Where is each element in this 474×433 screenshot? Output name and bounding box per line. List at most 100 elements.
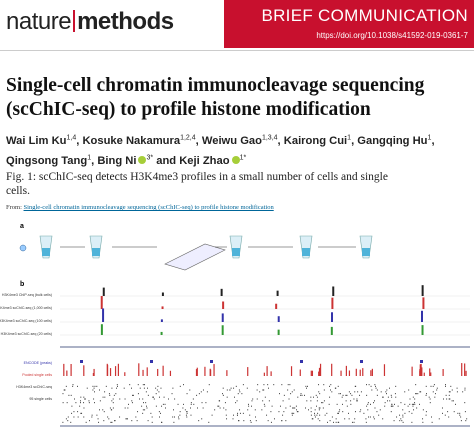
journal-left: nature (6, 8, 72, 35)
single-cell-read (466, 418, 468, 420)
single-cell-read (136, 420, 138, 422)
single-cell-read (158, 396, 160, 398)
single-cell-read (142, 398, 144, 400)
single-cell-read (137, 384, 139, 386)
single-cell-read (420, 391, 422, 393)
single-cell-read (379, 409, 381, 411)
single-cell-read (94, 391, 95, 393)
pooled-peak (299, 369, 301, 376)
single-cell-read (323, 384, 325, 386)
author-separator: , (351, 134, 355, 147)
single-cell-read (159, 416, 160, 418)
single-cell-read (404, 403, 406, 405)
pooled-peak (196, 367, 198, 376)
single-cell-read (142, 409, 144, 411)
single-cell-read (346, 394, 348, 396)
single-cell-read (132, 394, 134, 396)
single-cell-read (262, 400, 264, 402)
single-cell-read (226, 418, 228, 420)
pooled-peak (362, 368, 364, 376)
single-cell-read (63, 389, 65, 391)
single-cell-read (264, 396, 266, 398)
single-cell-read (386, 389, 388, 391)
single-cell-read (460, 420, 462, 422)
single-cell-read (173, 416, 175, 418)
single-cell-read (395, 385, 397, 387)
author: Wai Lim Ku1,4, (6, 134, 79, 147)
single-cell-read (83, 396, 85, 398)
single-cell-read (99, 400, 101, 402)
single-cell-read (367, 409, 369, 411)
single-cell-read (239, 409, 241, 411)
single-cell-read (373, 402, 375, 404)
pooled-peak (311, 370, 314, 376)
pooled-peak (66, 370, 68, 376)
single-cell-read (296, 411, 298, 413)
single-cell-read (182, 407, 184, 409)
single-cell-read (318, 407, 320, 409)
single-cell-read (281, 384, 283, 386)
single-cell-read (449, 391, 451, 393)
single-cell-read (306, 400, 308, 402)
tube-liquid (42, 248, 50, 256)
single-cell-read (70, 421, 72, 423)
single-cell-read (65, 385, 67, 387)
single-cell-read (350, 400, 352, 402)
single-cell-read (151, 416, 153, 418)
single-cell-read (294, 407, 296, 409)
single-cell-read (146, 407, 148, 409)
single-cell-read (282, 414, 284, 416)
single-cell-read (183, 403, 184, 405)
single-cell-read (285, 420, 287, 422)
track-peak (277, 316, 280, 322)
single-cell-read (279, 405, 281, 407)
pooled-peak (117, 363, 120, 376)
single-cell-read (254, 409, 256, 411)
single-cell-read (399, 420, 401, 422)
single-cell-read (422, 418, 424, 420)
doi[interactable]: https://doi.org/10.1038/s41592-019-0361-… (316, 31, 468, 40)
single-cell-read (132, 394, 133, 396)
single-cell-read (225, 414, 227, 416)
track-peak (330, 326, 333, 335)
single-cell-read (316, 405, 317, 407)
authors: Wai Lim Ku1,4, Kosuke Nakamura1,2,4, Wei… (6, 129, 472, 170)
single-cell-read (252, 398, 254, 400)
single-cell-read (108, 393, 110, 395)
single-cell-read (112, 407, 114, 409)
article-type-box: BRIEF COMMUNICATION https://doi.org/10.1… (224, 0, 474, 48)
single-cell-read (322, 407, 324, 409)
single-cell-read (147, 420, 149, 422)
single-cell-read (315, 394, 317, 396)
single-cell-read (131, 400, 133, 402)
single-cell-read (107, 416, 109, 418)
single-cell-read (374, 400, 376, 402)
single-cell-read (264, 405, 266, 407)
single-cell-read (222, 387, 224, 389)
single-cell-read (222, 394, 224, 396)
single-cell-read (262, 389, 264, 391)
tube-liquid (232, 248, 240, 256)
single-cell-read (77, 416, 79, 418)
single-cell-read (150, 412, 152, 414)
single-cell-read (218, 405, 220, 407)
single-cell-read (236, 414, 238, 416)
single-cell-read (353, 421, 355, 423)
single-cell-read (92, 385, 94, 387)
single-cell-read (452, 400, 454, 402)
author-separator: , (195, 134, 199, 147)
pooled-peak (355, 368, 357, 376)
single-cell-read (412, 405, 414, 407)
pooled-peak (290, 366, 293, 376)
pooled-peak (464, 363, 466, 376)
single-cell-read (290, 393, 292, 395)
single-cell-read (278, 411, 280, 413)
single-cell-read (310, 414, 312, 416)
article-type: BRIEF COMMUNICATION (261, 6, 468, 25)
journal-logo[interactable]: nature methods (6, 8, 174, 36)
single-cell-read (229, 389, 231, 391)
single-cell-read (80, 412, 82, 414)
from-link[interactable]: Single-cell chromatin immunocleavage seq… (23, 204, 274, 211)
pooled-peak (318, 371, 320, 376)
single-cell-read (374, 384, 376, 386)
